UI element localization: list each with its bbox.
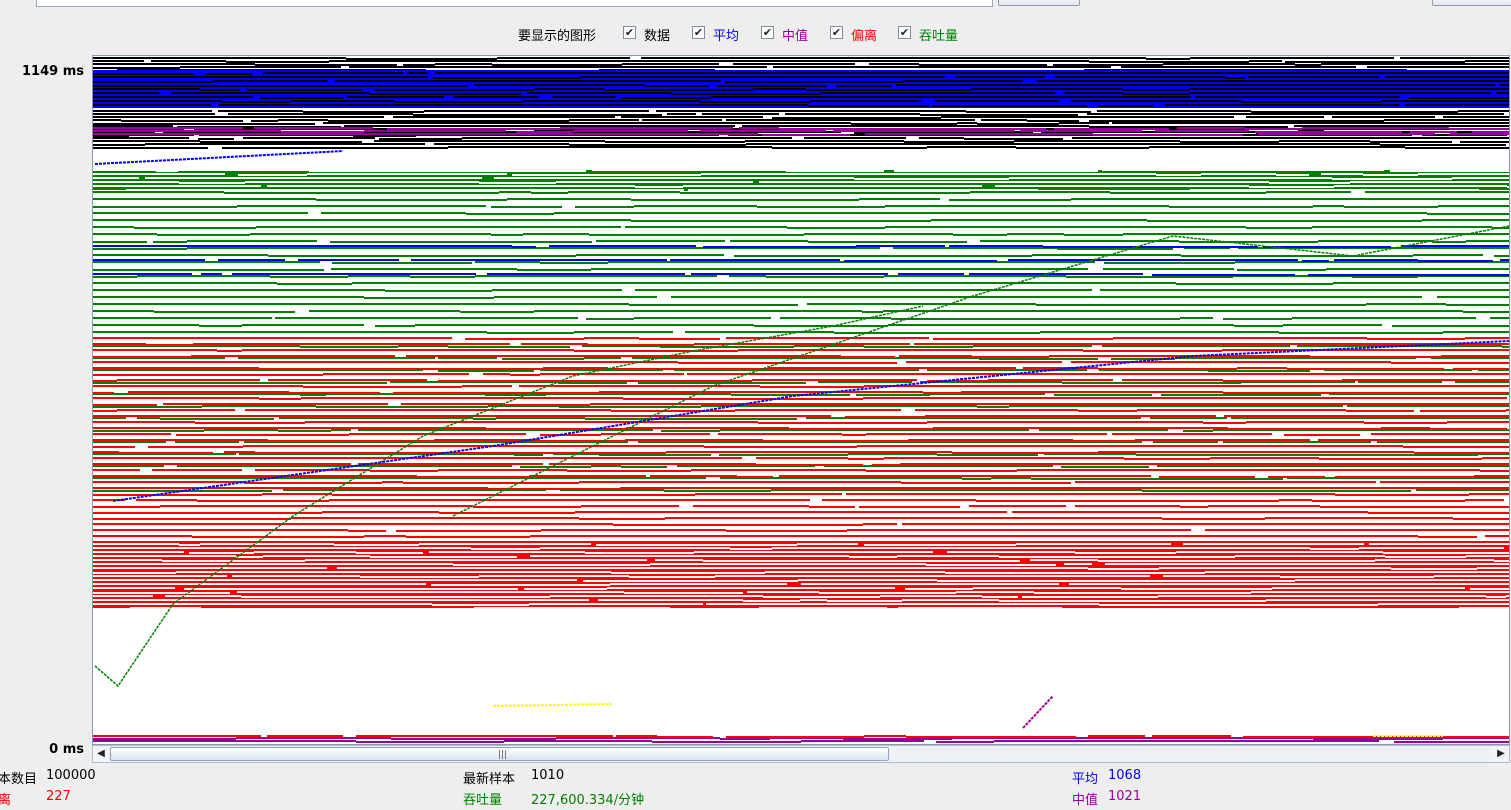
toolbar-button[interactable]: [1432, 0, 1511, 6]
deviation-gaps: [93, 543, 1509, 610]
scroll-left-arrow[interactable]: ◀: [93, 746, 109, 762]
legend-label-average: 平均: [713, 29, 740, 44]
checkbox-deviation[interactable]: ✔: [830, 26, 843, 39]
latest-sample-value: 1010: [531, 768, 565, 783]
median-trace-tail: [1022, 695, 1054, 729]
legend-label-deviation: 偏离: [851, 29, 878, 44]
average-label: 平均: [1072, 772, 1099, 787]
y-axis-min-label: 0 ms: [49, 742, 84, 757]
sample-count-label: 本数目: [0, 772, 38, 787]
median-label: 中值: [1072, 793, 1099, 808]
graph-canvas: [93, 57, 1509, 743]
scroll-grip-icon: |||: [498, 750, 508, 760]
graph-plot-area[interactable]: [92, 55, 1510, 745]
legend-label-data: 数据: [644, 29, 671, 44]
legend-label-median: 中值: [782, 29, 809, 44]
top-toolbar: [0, 0, 1511, 8]
filename-field[interactable]: [36, 0, 993, 7]
scroll-thumb[interactable]: |||: [110, 747, 889, 761]
throughput-label: 吞吐量: [463, 793, 503, 808]
deviation-label: 离: [0, 793, 12, 808]
checkbox-average[interactable]: ✔: [692, 26, 705, 39]
checkbox-throughput[interactable]: ✔: [898, 26, 911, 39]
scroll-right-arrow[interactable]: ▶: [1493, 746, 1509, 762]
legend-label-throughput: 吞吐量: [919, 29, 959, 44]
horizontal-scrollbar[interactable]: ◀ ||| ▶: [92, 745, 1510, 763]
checkbox-data[interactable]: ✔: [623, 26, 636, 39]
latest-sample-label: 最新样本: [463, 772, 516, 787]
data-lines-over-average: [93, 72, 1509, 107]
average-trace-top: [94, 150, 344, 165]
throughput-trace-2: [452, 225, 1509, 517]
median-bottom-line: [93, 737, 1509, 743]
average-dashes-mid: [93, 245, 1509, 276]
yellow-dots: [492, 703, 614, 707]
checkbox-median[interactable]: ✔: [761, 26, 774, 39]
median-band-top: [93, 127, 1509, 136]
y-axis-max-label: 1149 ms: [22, 64, 84, 79]
median-value: 1021: [1108, 789, 1142, 804]
data-lines-top: [93, 57, 1509, 72]
deviation-value: 227: [46, 789, 71, 804]
throughput-gaps: [93, 169, 1509, 192]
throughput-lines: [93, 191, 1509, 334]
deviation-lines: [93, 337, 1509, 538]
graph-legend: 要显示的图形 ✔ 数据 ✔ 平均 ✔ 中值 ✔ 偏离 ✔ 吞吐量: [0, 24, 1511, 44]
sample-count-value: 100000: [46, 768, 96, 783]
average-value: 1068: [1108, 768, 1142, 783]
throughput-lines-lower: [93, 345, 1509, 492]
legend-prompt: 要显示的图形: [518, 29, 597, 44]
throughput-trace-1: [94, 305, 924, 688]
throughput-value: 227,600.334/分钟: [531, 793, 645, 808]
deviation-bottom-line: [93, 735, 1509, 738]
average-trace-lower: [112, 340, 1509, 502]
browse-button[interactable]: [998, 0, 1080, 6]
